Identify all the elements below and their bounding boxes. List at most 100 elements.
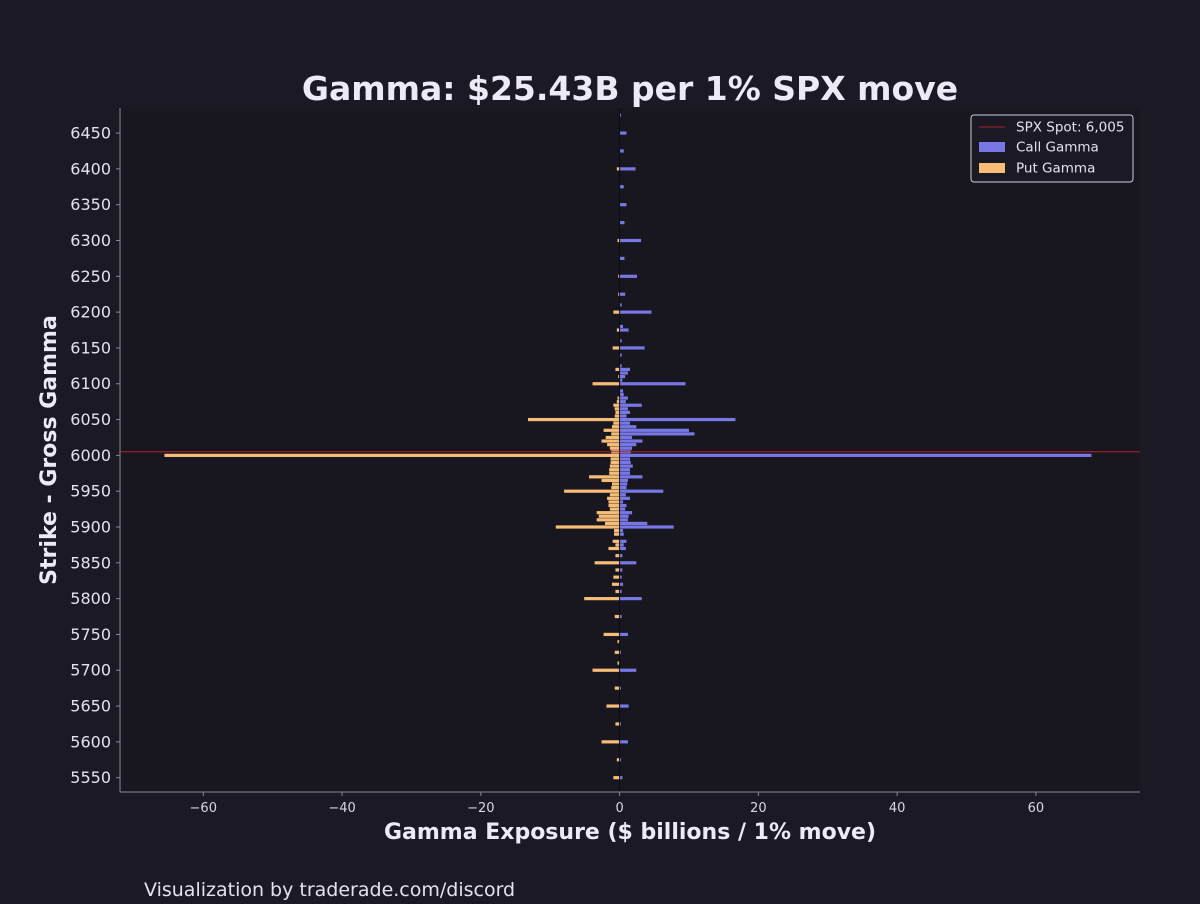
call-gamma-bar <box>619 464 633 468</box>
put-gamma-bar <box>615 367 620 372</box>
x-tick-label: −20 <box>467 801 494 816</box>
call-gamma-bar <box>619 686 621 690</box>
y-tick-label: 5900 <box>70 517 111 536</box>
call-gamma-bar <box>619 525 674 529</box>
y-tick-label: 6250 <box>70 267 111 286</box>
x-axis-label: Gamma Exposure ($ billions / 1% move) <box>384 820 876 845</box>
put-gamma-bar <box>615 543 620 547</box>
call-gamma-bar <box>619 486 627 490</box>
call-gamma-bar <box>619 407 628 411</box>
legend-call-label: Call Gamma <box>1016 140 1099 156</box>
put-gamma-bar <box>592 668 620 672</box>
put-gamma-bar <box>615 410 620 414</box>
put-gamma-bar <box>613 575 620 579</box>
put-gamma-bar <box>618 292 620 296</box>
put-gamma-bar <box>607 443 620 447</box>
legend-put-label: Put Gamma <box>1016 161 1095 177</box>
y-tick-label: 5850 <box>70 553 111 572</box>
y-tick-label: 6000 <box>70 446 111 465</box>
call-gamma-bar <box>619 758 621 762</box>
put-gamma-bar <box>611 582 620 586</box>
call-gamma-bar <box>619 632 628 637</box>
legend-put-swatch <box>979 163 1005 173</box>
call-gamma-bar <box>619 457 630 461</box>
put-gamma-bar <box>614 528 620 533</box>
call-gamma-bar <box>619 220 625 225</box>
call-gamma-bar <box>619 403 642 407</box>
y-tick-label: 6300 <box>70 231 111 250</box>
footer-credit: Visualization by traderade.com/discord <box>144 879 515 900</box>
put-gamma-bar <box>601 439 620 443</box>
call-gamma-bar <box>619 668 637 672</box>
put-gamma-bar <box>609 468 620 472</box>
put-gamma-bar <box>614 532 620 536</box>
put-gamma-bar <box>589 475 620 479</box>
put-gamma-bar <box>592 382 620 386</box>
put-gamma-bar <box>596 518 620 522</box>
call-gamma-bar <box>619 425 637 429</box>
call-gamma-bar <box>619 432 695 436</box>
put-gamma-bar <box>616 400 620 404</box>
x-tick-label: 0 <box>615 801 623 816</box>
put-gamma-bar <box>164 453 620 457</box>
call-gamma-bar <box>619 582 624 586</box>
call-gamma-bar <box>619 514 629 518</box>
put-gamma-bar <box>613 310 620 314</box>
call-gamma-bar <box>619 546 626 551</box>
put-gamma-bar <box>611 425 620 429</box>
call-gamma-bar <box>619 511 633 515</box>
call-gamma-bar <box>619 776 623 780</box>
call-gamma-bar <box>619 353 622 357</box>
call-gamma-bar <box>619 460 631 465</box>
put-gamma-bar <box>614 614 620 619</box>
put-gamma-bar <box>594 561 620 565</box>
call-gamma-bar <box>619 374 626 379</box>
call-gamma-bar <box>619 131 627 135</box>
put-gamma-bar <box>618 374 620 379</box>
put-gamma-bar <box>618 274 620 278</box>
legend: SPX Spot: 6,005 Call Gamma Put Gamma <box>970 114 1134 183</box>
put-gamma-bar <box>564 489 620 493</box>
call-gamma-bar <box>619 389 624 393</box>
call-gamma-bar <box>619 410 630 414</box>
put-gamma-bar <box>617 396 620 400</box>
put-gamma-bar <box>608 500 620 504</box>
call-gamma-bar <box>619 400 626 404</box>
plot-area <box>120 108 1140 792</box>
put-gamma-bar <box>610 460 620 465</box>
y-tick-label: 6100 <box>70 374 111 393</box>
call-gamma-bar <box>619 568 623 572</box>
put-gamma-bar <box>613 403 620 407</box>
put-gamma-bar <box>611 432 620 436</box>
put-gamma-bar <box>617 639 620 644</box>
put-gamma-bar <box>609 464 620 468</box>
call-gamma-bar <box>619 704 629 708</box>
put-gamma-bar <box>614 686 620 690</box>
call-gamma-bar <box>619 589 622 594</box>
call-gamma-bar <box>619 722 621 726</box>
put-gamma-bar <box>608 546 620 551</box>
put-gamma-bar <box>613 776 620 780</box>
put-gamma-bar <box>555 525 620 529</box>
call-gamma-bar <box>619 303 622 307</box>
call-gamma-bar <box>619 324 624 329</box>
axes-layer: 5550 5600 5650 5700 5750 5800 5850 5900 5950 6000… <box>70 108 1140 816</box>
put-gamma-bar <box>614 650 620 654</box>
x-tick-label: 40 <box>889 801 906 816</box>
put-gamma-bar <box>601 740 620 744</box>
call-gamma-bar <box>619 364 622 368</box>
put-gamma-bar <box>598 514 620 518</box>
y-tick-label: 5650 <box>70 697 111 716</box>
put-gamma-bar <box>615 568 620 572</box>
x-tick-label: −40 <box>328 801 355 816</box>
put-gamma-bar <box>616 167 620 171</box>
put-gamma-bar <box>616 328 620 332</box>
put-gamma-bar <box>609 493 620 497</box>
call-gamma-bar <box>619 493 626 497</box>
call-gamma-bar <box>619 185 624 189</box>
call-gamma-bar <box>619 167 636 171</box>
y-tick-label: 5600 <box>70 732 111 751</box>
y-tick-label: 6150 <box>70 338 111 357</box>
legend-call-swatch <box>979 142 1005 152</box>
call-gamma-bar <box>619 518 628 522</box>
